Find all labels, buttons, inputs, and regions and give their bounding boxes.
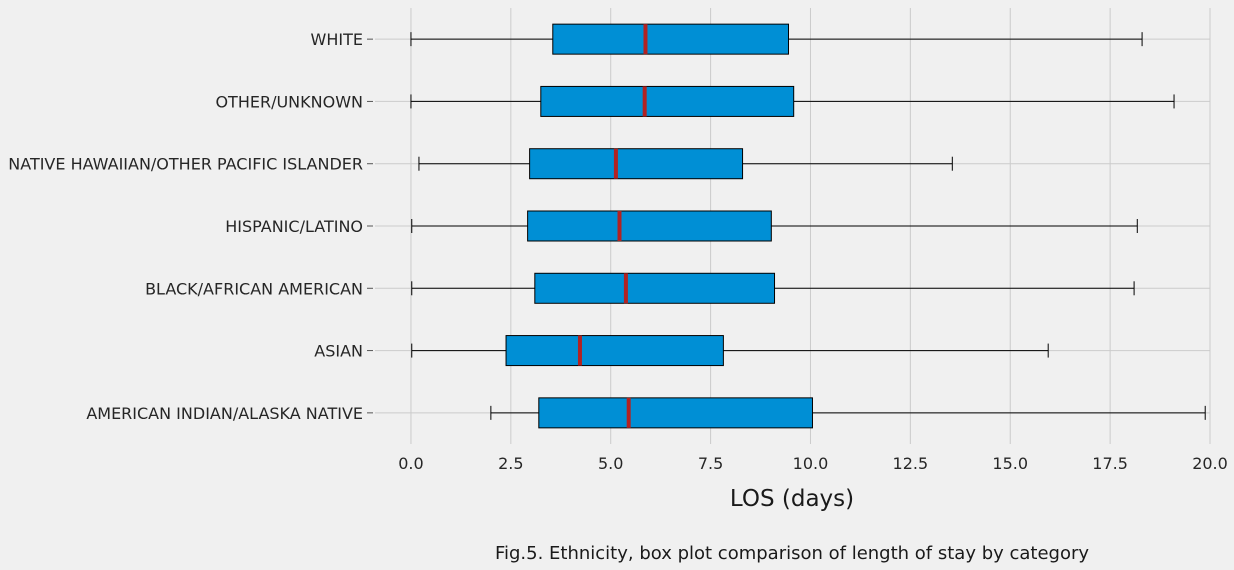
y-tick-label: AMERICAN INDIAN/ALASKA NATIVE (86, 404, 363, 423)
box-american-indian-alaska-native (490, 397, 1206, 429)
box-native-hawaiian-other-pacific-islander (418, 148, 953, 180)
figure-caption: Fig.5. Ethnicity, box plot comparison of… (495, 543, 1089, 564)
y-tick-label: HISPANIC/LATINO (225, 217, 363, 236)
y-tick-label: ASIAN (314, 342, 363, 361)
box-iqr (529, 148, 744, 180)
box-hispanic-latino (411, 210, 1138, 242)
box-other-unknown (410, 85, 1175, 117)
box-white (410, 23, 1143, 55)
y-axis: WHITE OTHER/UNKNOWN NATIVE HAWAIIAN/OTHER … (8, 30, 373, 423)
box-iqr (527, 210, 772, 242)
x-tick-label: 20.0 (1192, 454, 1228, 473)
x-axis-title: LOS (days) (730, 486, 854, 512)
y-tick-label: NATIVE HAWAIIAN/OTHER PACIFIC ISLANDER (8, 155, 363, 174)
x-tick-label: 15.0 (992, 454, 1028, 473)
box-series (410, 23, 1206, 429)
y-tick-label: BLACK/AFRICAN AMERICAN (145, 279, 363, 298)
x-tick-label: 12.5 (893, 454, 929, 473)
x-axis: 0.0 2.5 5.0 7.5 10.0 12.5 15.0 17.5 20.0 (398, 454, 1228, 473)
x-tick-label: 17.5 (1092, 454, 1128, 473)
x-tick-label: 7.5 (698, 454, 723, 473)
box-asian (411, 335, 1049, 367)
y-tick-label: WHITE (311, 30, 363, 49)
box-black-african-american (411, 272, 1135, 304)
x-tick-label: 10.0 (793, 454, 829, 473)
box-iqr (534, 272, 776, 304)
box-iqr (540, 85, 795, 117)
box-iqr (505, 335, 724, 367)
x-tick-label: 0.0 (398, 454, 423, 473)
x-tick-label: 2.5 (498, 454, 523, 473)
box-iqr (552, 23, 790, 55)
box-iqr (538, 397, 813, 429)
y-tick-label: OTHER/UNKNOWN (215, 92, 363, 111)
x-tick-label: 5.0 (598, 454, 623, 473)
